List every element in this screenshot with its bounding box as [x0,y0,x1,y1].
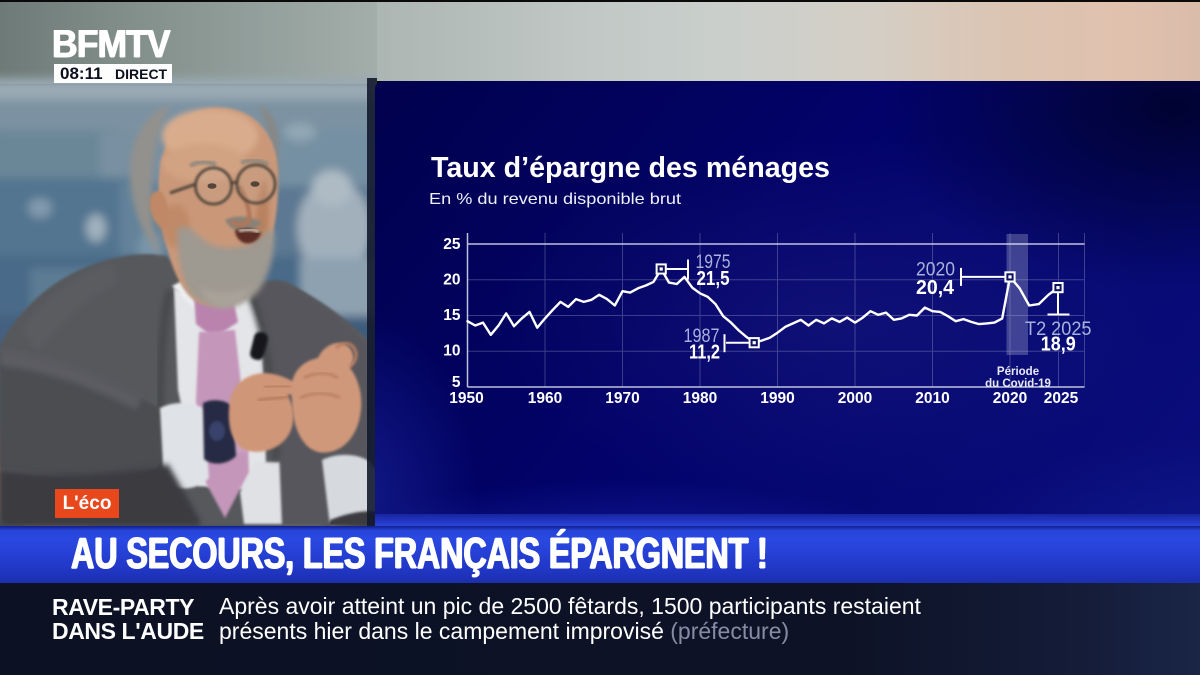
svg-text:2020: 2020 [993,390,1027,407]
svg-text:1980: 1980 [683,390,717,407]
svg-text:20: 20 [443,272,460,289]
svg-text:5: 5 [452,374,461,391]
svg-text:1950: 1950 [449,390,483,407]
svg-text:2000: 2000 [838,390,872,407]
svg-text:En % du revenu disponible brut: En % du revenu disponible brut [429,191,682,208]
svg-text:du Covid-19: du Covid-19 [985,378,1051,390]
svg-text:2020: 2020 [916,260,955,281]
svg-text:T2 2025: T2 2025 [1025,319,1092,340]
svg-text:1990: 1990 [760,390,794,407]
svg-text:2010: 2010 [915,390,949,407]
svg-text:15: 15 [443,307,461,324]
svg-text:Taux d’épargne des ménages: Taux d’épargne des ménages [431,152,830,184]
svg-text:Période: Période [997,366,1039,378]
svg-text:1987: 1987 [684,326,720,347]
svg-text:21,5: 21,5 [697,267,730,290]
svg-text:2025: 2025 [1044,390,1079,407]
svg-text:25: 25 [443,236,461,253]
svg-text:1975: 1975 [696,252,731,273]
svg-text:1970: 1970 [605,390,639,407]
svg-text:11,2: 11,2 [689,341,720,364]
svg-text:20,4: 20,4 [916,276,955,299]
svg-text:10: 10 [443,343,460,360]
svg-text:18,9: 18,9 [1041,333,1076,356]
svg-text:1960: 1960 [528,390,562,407]
